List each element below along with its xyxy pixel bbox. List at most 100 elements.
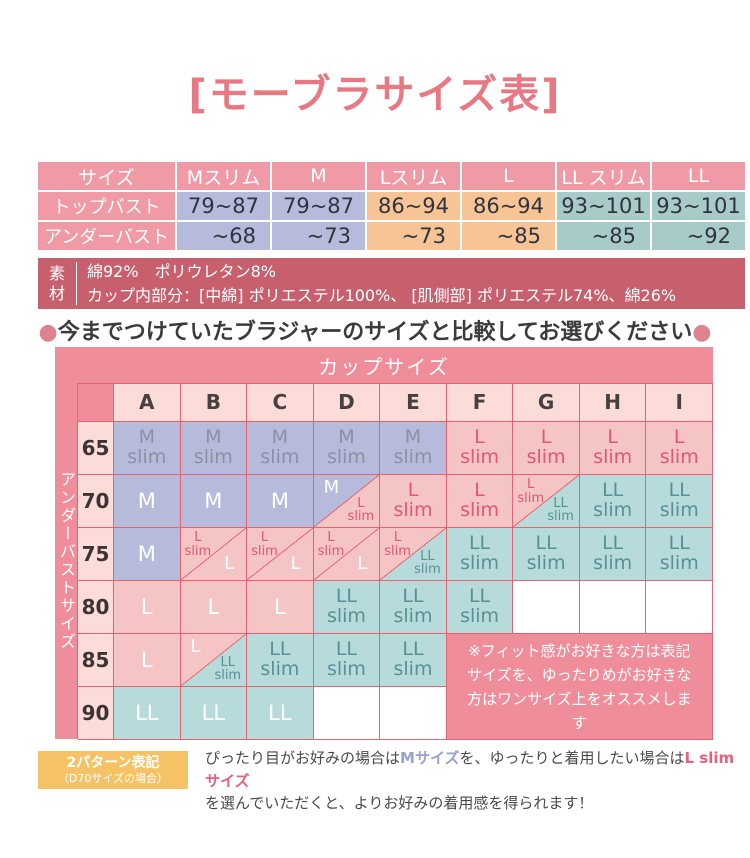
matrix-cell: L slim <box>446 475 514 528</box>
matrix-cell: L slim <box>513 422 580 475</box>
matrix-cell-empty <box>380 687 447 740</box>
matrix-col-header: B <box>180 384 248 422</box>
matrix-cell: LL slim <box>579 528 647 581</box>
size-col-header: LL スリム <box>557 162 650 190</box>
matrix-cell: M <box>114 528 181 581</box>
matrix-cell-split: L slim LL slim <box>513 475 580 528</box>
matrix-cell: LL <box>180 687 248 740</box>
size-value-cell: ~68 <box>177 222 270 250</box>
matrix-cell-split: L LL slim <box>180 634 248 687</box>
size-table: サイズ Mスリム M Lスリム L LL スリム LL トップバスト 79~87 79~87 86~… <box>38 162 745 250</box>
size-row-label: アンダーバスト <box>38 222 175 250</box>
matrix-cell: M slim <box>380 422 447 475</box>
matrix-col-header: D <box>313 384 381 422</box>
size-value-cell: 86~94 <box>367 192 460 220</box>
size-col-header: M <box>272 162 365 190</box>
legend-text-part: を、ゆったりと着用したい場合は <box>459 749 685 767</box>
matrix-left-header: アンダーバストサイズ <box>57 471 76 651</box>
size-col-header: Lスリム <box>367 162 460 190</box>
matrix-cell: M <box>247 475 314 528</box>
matrix-col-header: G <box>513 384 580 422</box>
matrix-row-header: 70 <box>78 475 114 528</box>
matrix-corner-cell <box>78 384 114 422</box>
matrix-cell-bottom-right: L <box>290 553 301 575</box>
material-lines: 綿92% ポリウレタン8% カップ内部分：[中綿] ポリエステル100%、 [肌… <box>77 260 676 308</box>
size-value-cell: 79~87 <box>177 192 270 220</box>
material-divider <box>76 262 77 305</box>
matrix-cell: L slim <box>646 422 713 475</box>
matrix-cell: LL slim <box>646 475 713 528</box>
size-row-label: トップバスト <box>38 192 175 220</box>
matrix-row-header: 75 <box>78 528 114 581</box>
matrix-cell-bottom-right: LL slim <box>414 548 441 578</box>
matrix-cell-bottom-right: LL slim <box>547 495 574 525</box>
size-col-header: サイズ <box>38 162 175 190</box>
matrix-cell: M slim <box>313 422 381 475</box>
matrix-cell: L <box>114 634 181 687</box>
matrix-cell: LL slim <box>513 528 580 581</box>
matrix-cell: L <box>180 581 248 634</box>
legend-text-part: ぴったり目がお好みの場合は <box>205 749 401 767</box>
matrix-cell: LL <box>247 687 314 740</box>
matrix-cell-empty <box>579 581 647 634</box>
compare-note-text: 今までつけていたブラジャーのサイズと比較してお選びください <box>57 319 693 345</box>
pattern-badge: 2パターン表記 （D70サイズの場合） <box>38 751 188 789</box>
matrix-cell: L slim <box>579 422 647 475</box>
material-box: 素 材 綿92% ポリウレタン8% カップ内部分：[中綿] ポリエステル100%… <box>38 258 745 309</box>
matrix-grid: A B C D E F G H I 65 M slim M slim M slim M slim M sli… <box>77 383 713 740</box>
matrix-cell: M <box>114 475 181 528</box>
cup-size-matrix: カップサイズ アンダーバストサイズ A B C D E F G H I 65 M slim M sli… <box>55 347 713 740</box>
pattern-badge-title: 2パターン表記 <box>66 755 160 771</box>
matrix-row-header: 65 <box>78 422 114 475</box>
size-value-cell: ~85 <box>462 222 555 250</box>
legend-text-part: Mサイズ <box>400 749 460 767</box>
material-line-1: 綿92% ポリウレタン8% <box>87 261 276 281</box>
matrix-cell: L <box>247 581 314 634</box>
matrix-cell-empty <box>646 581 713 634</box>
matrix-cell-top-left: M <box>323 477 340 498</box>
matrix-note: ※フィット感がお好きな方は表記サイズを、ゆったりめがお好きな方はワンサイズ上をオ… <box>446 634 713 740</box>
pattern-badge-sub: （D70サイズの場合） <box>57 771 169 785</box>
matrix-col-header: F <box>446 384 514 422</box>
matrix-row-header: 90 <box>78 687 114 740</box>
matrix-col-header: I <box>646 384 713 422</box>
matrix-cell: LL slim <box>446 581 514 634</box>
matrix-cell: LL slim <box>446 528 514 581</box>
legend-text-part: L slimサイズ <box>205 749 735 790</box>
bullet-icon: ● <box>38 319 58 345</box>
matrix-cell: L slim <box>446 422 514 475</box>
matrix-cell-top-left: L slim <box>317 530 345 559</box>
material-line-2: カップ内部分：[中綿] ポリエステル100%、 [肌側部] ポリエステル74%、… <box>87 285 677 305</box>
matrix-cell: M <box>180 475 248 528</box>
size-col-header: Mスリム <box>177 162 270 190</box>
matrix-cell-top-left: L slim <box>517 477 544 506</box>
matrix-row-header: 85 <box>78 634 114 687</box>
matrix-cell: LL <box>114 687 181 740</box>
legend-text-part: を選んでいただくと、よりお好みの着用感を得られます！ <box>205 794 594 812</box>
legend-text: ぴったり目がお好みの場合はMサイズを、ゆったりと着用したい場合はL slimサイ… <box>205 747 745 815</box>
matrix-cell-split: L slim L <box>313 528 381 581</box>
size-value-cell: ~92 <box>652 222 745 250</box>
matrix-cell-split: L slim L <box>247 528 314 581</box>
matrix-cell-top-left: L slim <box>251 530 278 559</box>
matrix-cell-top-left: L slim <box>184 530 212 559</box>
matrix-cell-top-left: L <box>190 636 201 657</box>
matrix-col-header: A <box>114 384 181 422</box>
matrix-col-header: C <box>247 384 314 422</box>
matrix-cell-empty <box>313 687 381 740</box>
matrix-cell: LL slim <box>646 528 713 581</box>
size-value-cell: ~73 <box>367 222 460 250</box>
matrix-cell-bottom-right: LL slim <box>214 654 242 684</box>
matrix-cell: L slim <box>380 475 447 528</box>
matrix-cell: M slim <box>247 422 314 475</box>
matrix-cell: LL slim <box>380 634 447 687</box>
matrix-cell-top-left: L slim <box>384 530 411 559</box>
matrix-top-header: カップサイズ <box>318 354 450 379</box>
matrix-cell: LL slim <box>247 634 314 687</box>
size-value-cell: 79~87 <box>272 192 365 220</box>
size-value-cell: ~85 <box>557 222 650 250</box>
matrix-cell: L <box>114 581 181 634</box>
matrix-cell-split: L slim L <box>180 528 248 581</box>
matrix-cell: M slim <box>180 422 248 475</box>
